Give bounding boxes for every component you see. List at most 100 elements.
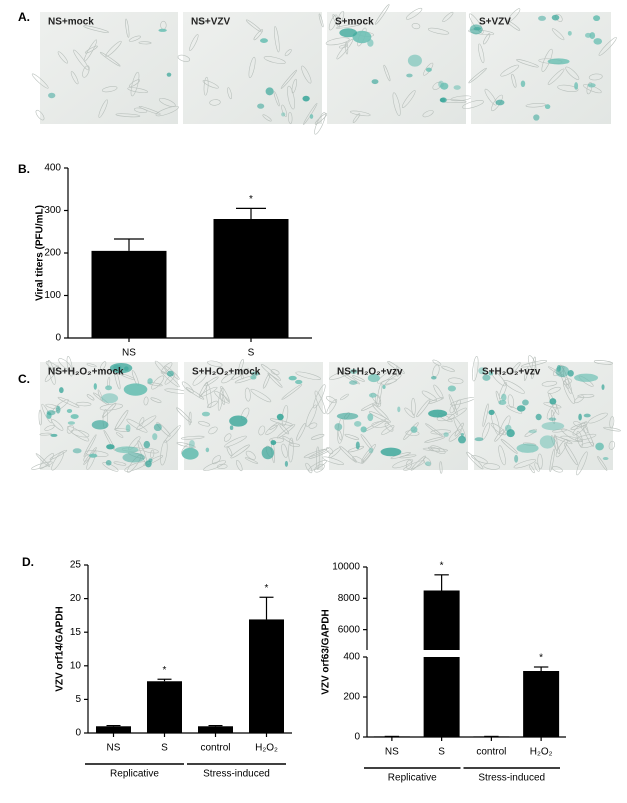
cell-outline — [185, 387, 205, 400]
cell-outline — [411, 23, 421, 30]
cell-outline — [100, 361, 107, 371]
stained-cell — [593, 38, 603, 45]
panel-label: B. — [18, 162, 30, 176]
stained-cell — [48, 92, 56, 99]
image-label: S+mock — [335, 17, 374, 28]
cell-outline — [424, 436, 446, 443]
cell-outline — [471, 455, 488, 464]
bar — [96, 726, 131, 733]
stained-cell — [371, 79, 379, 85]
x-tick-label: control — [476, 747, 506, 758]
cell-outline — [83, 434, 97, 457]
stained-cell — [46, 410, 56, 416]
cell-outline — [403, 460, 425, 471]
cell-outline — [341, 372, 361, 385]
stained-cell — [474, 437, 484, 442]
stained-cell — [514, 454, 519, 463]
significance-mark: * — [265, 583, 269, 594]
cell-outline — [57, 51, 68, 64]
micrograph: NS+H₂O₂+mock — [31, 355, 188, 473]
cell-outline — [281, 104, 288, 117]
cell-outline — [395, 365, 399, 377]
cell-outline — [401, 90, 416, 109]
stained-cell — [478, 367, 487, 375]
cell-outline — [73, 49, 90, 71]
y-axis-label: VZV orf14/GAPDH — [55, 606, 66, 692]
stained-cell — [482, 374, 491, 381]
cell-outline — [150, 397, 162, 403]
cell-outline — [314, 390, 326, 415]
stained-cell — [284, 460, 289, 467]
cell-outline — [598, 37, 617, 56]
cell-outline — [57, 396, 80, 408]
micrograph: NS+VZV — [177, 12, 328, 135]
stained-cell — [201, 411, 211, 417]
image-label: NS+VZV — [191, 17, 231, 28]
cell-outline — [428, 397, 444, 404]
stained-cell — [350, 368, 358, 375]
stained-cell — [528, 429, 537, 434]
stained-cell — [498, 399, 507, 405]
cell-outline — [114, 428, 131, 432]
cell-outline — [507, 394, 515, 408]
stained-cell — [567, 370, 574, 377]
cell-outline — [547, 386, 561, 394]
cell-outline — [352, 113, 361, 123]
x-tick-label: S — [161, 743, 168, 754]
cell-outline — [466, 451, 484, 470]
cell-outline — [45, 361, 62, 373]
cell-outline — [586, 81, 593, 95]
cell-outline — [564, 442, 578, 466]
stained-cell — [535, 413, 542, 421]
x-tick-label: NS — [122, 348, 136, 359]
stained-cell — [367, 39, 374, 47]
stained-cell — [541, 421, 565, 431]
stained-cell — [189, 440, 195, 448]
cell-outline — [392, 459, 414, 469]
stained-cell — [124, 366, 129, 371]
cell-outline — [86, 450, 97, 470]
cell-outline — [99, 51, 121, 67]
stained-cell — [166, 370, 174, 377]
cell-outline — [35, 453, 50, 468]
stained-cell — [520, 80, 526, 88]
cell-outline — [472, 356, 479, 382]
stained-cell — [431, 376, 437, 380]
x-tick-label: H₂O₂ — [530, 747, 553, 758]
significance-mark: * — [440, 560, 444, 571]
stained-cell — [425, 461, 431, 466]
error-bar — [259, 596, 274, 620]
stained-cell — [574, 82, 579, 90]
cell-outline — [516, 59, 539, 68]
cell-outline — [325, 37, 350, 46]
cell-outline — [125, 18, 130, 38]
cell-outline — [192, 372, 207, 386]
stained-cell — [105, 385, 112, 391]
cell-outline — [158, 97, 176, 107]
image-label: NS+mock — [48, 17, 94, 28]
stained-cell — [181, 447, 199, 460]
stained-cell — [355, 441, 360, 450]
cell-outline — [207, 360, 223, 367]
cell-outline — [208, 426, 218, 435]
cell-outline — [220, 386, 230, 402]
cell-outline — [198, 421, 211, 427]
stained-cell — [257, 103, 265, 109]
cell-outline — [86, 394, 95, 401]
cell-outline — [280, 69, 298, 89]
cell-outline — [143, 455, 164, 466]
cell-outline — [392, 92, 401, 116]
cell-outline — [128, 79, 141, 88]
error-bar — [434, 574, 449, 591]
bar — [198, 726, 233, 733]
cell-outline — [154, 360, 168, 375]
stained-cell — [153, 423, 162, 432]
stained-cell — [66, 408, 73, 413]
cell-outline — [510, 362, 521, 375]
cell-outline — [339, 445, 357, 463]
cell-outline — [203, 76, 209, 96]
cell-outline — [500, 438, 518, 454]
cell-outline — [288, 111, 293, 124]
stained-cell — [516, 405, 526, 412]
cell-outline — [98, 99, 108, 118]
